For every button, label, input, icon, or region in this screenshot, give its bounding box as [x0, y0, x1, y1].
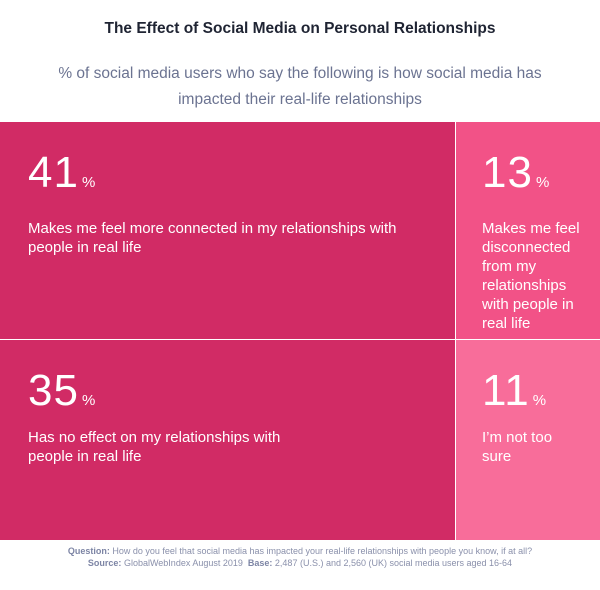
tile-unit: %	[81, 392, 96, 409]
footer-source-line: Source: GlobalWebIndex August 2019 Base:…	[0, 557, 600, 569]
tile-percentage: 11%	[482, 366, 546, 416]
chart-title: The Effect of Social Media on Personal R…	[104, 20, 496, 37]
tile-label: Has no effect on my relationships with p…	[28, 429, 281, 465]
tile-percentage: 35%	[28, 366, 95, 416]
chart-footer: Question: How do you feel that social me…	[0, 545, 600, 569]
footer-question-line: Question: How do you feel that social me…	[0, 545, 600, 557]
footer-question-label: Question:	[67, 546, 110, 556]
footer-base-label: Base:	[247, 558, 273, 568]
tile-unit: %	[81, 174, 96, 191]
tile-unit: %	[532, 392, 547, 409]
tile-value: 35	[28, 366, 79, 415]
treemap-chart: 41% Makes me feel more connected in my r…	[0, 122, 600, 540]
footer-question-text: How do you feel that social media has im…	[112, 546, 533, 556]
footer-base-text: 2,487 (U.S.) and 2,560 (UK) social media…	[274, 558, 513, 568]
tile-disconnected: 13% Makes me feel disconnected from my r…	[456, 122, 600, 339]
tile-percentage: 13%	[482, 148, 549, 198]
footer-source-text: GlobalWebIndex August 2019	[123, 558, 243, 568]
tile-more-connected: 41% Makes me feel more connected in my r…	[0, 122, 455, 339]
tile-label: I’m not too sure	[482, 429, 553, 465]
tile-value: 11	[482, 366, 530, 415]
tile-label: Makes me feel more connected in my relat…	[28, 220, 397, 256]
tile-value: 41	[28, 148, 79, 197]
tile-percentage: 41%	[28, 148, 95, 198]
chart-subtitle: % of social media users who say the foll…	[58, 65, 542, 108]
tile-no-effect: 35% Has no effect on my relationships wi…	[0, 340, 455, 540]
tile-label: Makes me feel disconnected from my relat…	[482, 220, 580, 332]
tile-value: 13	[482, 148, 533, 197]
tile-not-sure: 11% I’m not too sure	[456, 340, 600, 540]
footer-source-label: Source:	[87, 558, 122, 568]
tile-unit: %	[535, 174, 550, 191]
